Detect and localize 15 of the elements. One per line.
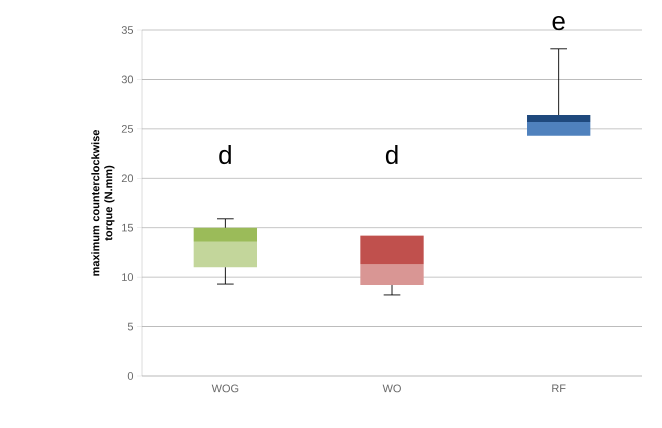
y-tick-label: 35	[122, 26, 134, 34]
annotation: e	[552, 16, 565, 30]
x-tick-label: WO	[382, 384, 401, 392]
y-tick-label: 20	[122, 174, 134, 182]
annotation: d	[386, 145, 398, 164]
y-tick-label: 25	[122, 124, 134, 133]
x-tick-label: RF	[552, 384, 566, 392]
y-tick-label: 15	[122, 224, 134, 232]
y-tick-label: 5	[128, 322, 134, 330]
y-tick-label: 0	[128, 372, 134, 380]
annotation: d	[219, 145, 231, 164]
y-tick-label: 30	[122, 76, 134, 84]
y-axis-title: maximum counterclockwise torque (N.mm)	[91, 130, 114, 276]
y-tick-label: 10	[122, 273, 134, 282]
x-tick-label: WOG	[212, 384, 238, 392]
